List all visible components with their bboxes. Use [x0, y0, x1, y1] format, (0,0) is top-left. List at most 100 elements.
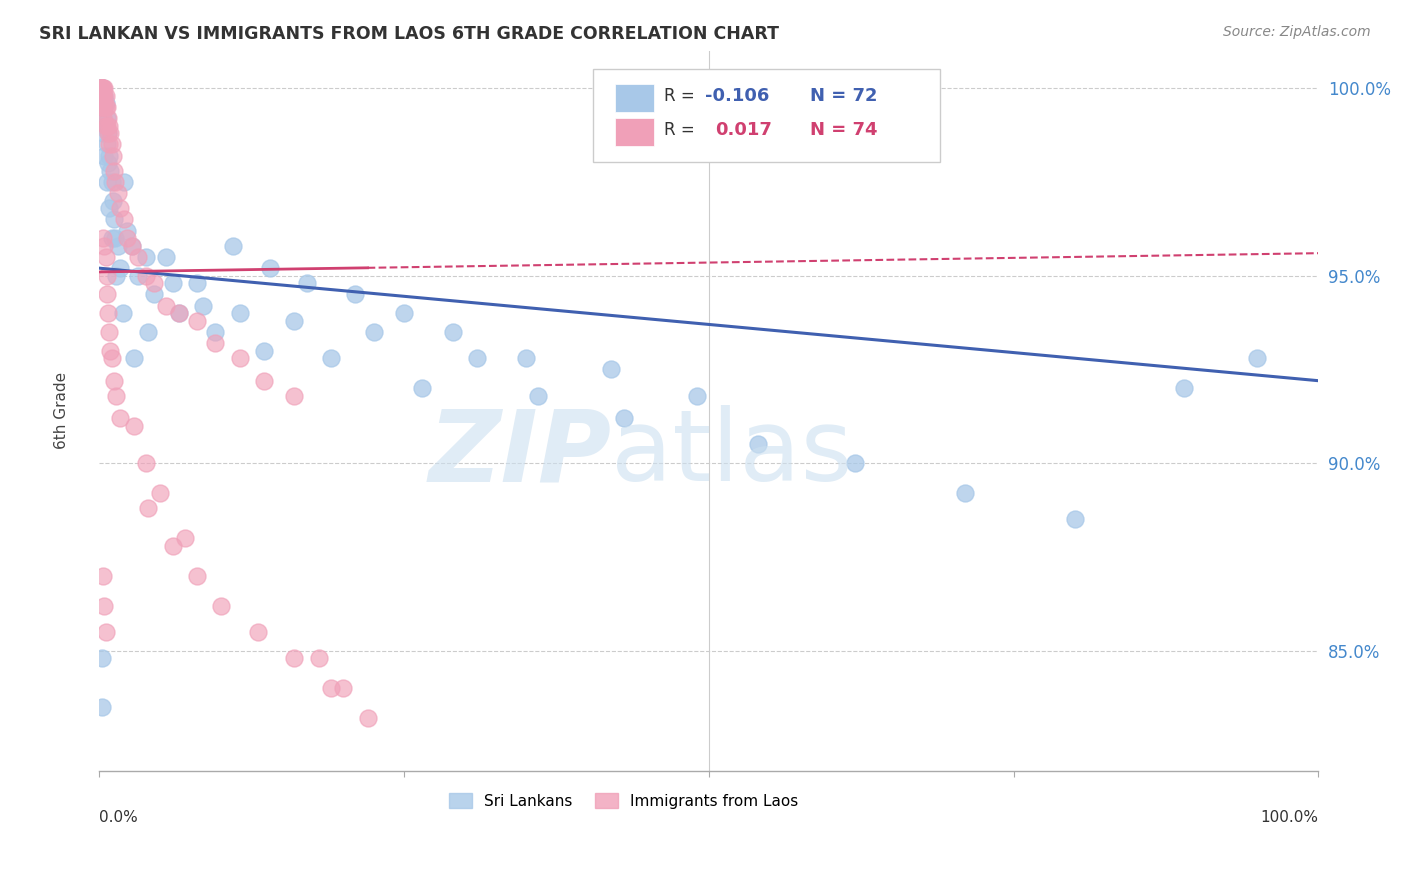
FancyBboxPatch shape — [593, 69, 941, 162]
Point — [96, 111, 118, 125]
Point — [97, 306, 120, 320]
Point — [90, 81, 112, 95]
Point — [100, 163, 122, 178]
Point — [441, 325, 464, 339]
Point — [91, 100, 114, 114]
Point — [149, 486, 172, 500]
Point — [332, 681, 354, 696]
Point — [90, 81, 112, 95]
Point — [91, 88, 114, 103]
Point — [1063, 512, 1085, 526]
Point — [98, 201, 121, 215]
Point — [167, 306, 190, 320]
Point — [91, 88, 114, 103]
Point — [844, 456, 866, 470]
Point — [94, 119, 117, 133]
Text: 6th Grade: 6th Grade — [53, 372, 69, 450]
Point — [103, 212, 125, 227]
Point — [90, 700, 112, 714]
Point — [107, 238, 129, 252]
Point — [101, 194, 124, 208]
Point — [392, 306, 415, 320]
Point — [186, 568, 208, 582]
Point — [283, 651, 305, 665]
Point — [100, 126, 122, 140]
Point — [94, 96, 117, 111]
Point — [143, 287, 166, 301]
Point — [98, 325, 121, 339]
Point — [105, 389, 128, 403]
Point — [136, 325, 159, 339]
Point — [295, 276, 318, 290]
Point — [308, 651, 330, 665]
Point — [117, 224, 139, 238]
FancyBboxPatch shape — [614, 84, 654, 112]
Point — [143, 276, 166, 290]
Point — [100, 175, 122, 189]
Point — [94, 100, 117, 114]
Point — [600, 362, 623, 376]
Point — [91, 111, 114, 125]
Legend: Sri Lankans, Immigrants from Laos: Sri Lankans, Immigrants from Laos — [443, 787, 804, 815]
Point — [204, 325, 226, 339]
Point — [90, 81, 112, 95]
Point — [90, 81, 112, 95]
Point — [94, 88, 117, 103]
Point — [103, 163, 125, 178]
Point — [98, 119, 121, 133]
Point — [90, 88, 112, 103]
Point — [100, 231, 122, 245]
Point — [91, 568, 114, 582]
Point — [612, 411, 634, 425]
Point — [127, 268, 149, 283]
Point — [108, 411, 131, 425]
Point — [209, 599, 232, 613]
Point — [246, 624, 269, 639]
Point — [253, 343, 276, 358]
Point — [91, 100, 114, 114]
Point — [155, 250, 177, 264]
Point — [100, 351, 122, 366]
Point — [1246, 351, 1268, 366]
Point — [162, 539, 184, 553]
Point — [90, 81, 112, 95]
Point — [1173, 381, 1195, 395]
Point — [112, 175, 135, 189]
Point — [108, 201, 131, 215]
Point — [93, 100, 115, 114]
Point — [363, 325, 385, 339]
Text: R =: R = — [664, 121, 695, 139]
Point — [98, 149, 121, 163]
Point — [465, 351, 488, 366]
Point — [96, 175, 118, 189]
Point — [747, 437, 769, 451]
Point — [93, 81, 115, 95]
Point — [228, 306, 250, 320]
Point — [136, 501, 159, 516]
Text: atlas: atlas — [612, 405, 853, 502]
Point — [527, 389, 550, 403]
Point — [90, 81, 112, 95]
Point — [356, 711, 378, 725]
Point — [186, 314, 208, 328]
Point — [94, 119, 117, 133]
Point — [228, 351, 250, 366]
Text: SRI LANKAN VS IMMIGRANTS FROM LAOS 6TH GRADE CORRELATION CHART: SRI LANKAN VS IMMIGRANTS FROM LAOS 6TH G… — [39, 25, 779, 43]
Point — [93, 238, 115, 252]
Point — [98, 137, 121, 152]
Text: 0.017: 0.017 — [714, 121, 772, 139]
Point — [100, 137, 122, 152]
Point — [97, 126, 120, 140]
Point — [96, 100, 118, 114]
Point — [155, 299, 177, 313]
Point — [186, 276, 208, 290]
Point — [90, 81, 112, 95]
Point — [162, 276, 184, 290]
Point — [93, 100, 115, 114]
Point — [105, 268, 128, 283]
Point — [91, 231, 114, 245]
Point — [122, 351, 145, 366]
Point — [91, 111, 114, 125]
Point — [953, 486, 976, 500]
Point — [93, 599, 115, 613]
